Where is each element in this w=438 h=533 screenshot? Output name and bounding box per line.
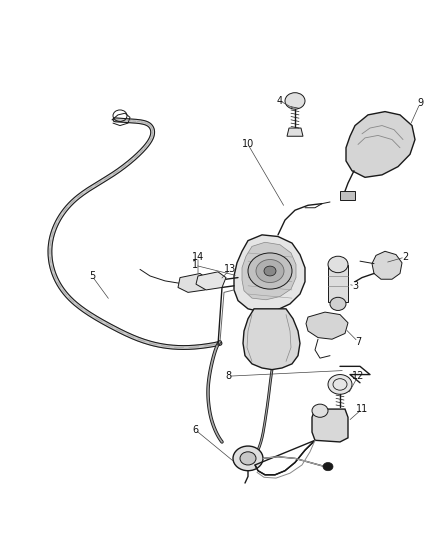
Text: 7: 7: [355, 337, 361, 346]
Polygon shape: [328, 265, 348, 302]
Ellipse shape: [312, 404, 328, 417]
Text: 5: 5: [89, 271, 95, 281]
Text: 11: 11: [356, 404, 368, 414]
Text: 6: 6: [192, 425, 198, 434]
Polygon shape: [242, 243, 296, 300]
Text: 12: 12: [352, 371, 364, 381]
Polygon shape: [372, 251, 402, 279]
Ellipse shape: [248, 253, 292, 289]
Polygon shape: [346, 111, 415, 177]
Text: 8: 8: [225, 371, 231, 381]
Polygon shape: [234, 235, 305, 312]
Ellipse shape: [330, 297, 346, 310]
Text: 1: 1: [192, 260, 198, 270]
Text: 9: 9: [417, 99, 423, 108]
Ellipse shape: [256, 260, 284, 282]
Text: 14: 14: [192, 252, 204, 262]
Polygon shape: [312, 409, 348, 442]
Polygon shape: [178, 273, 208, 293]
Ellipse shape: [328, 256, 348, 273]
Ellipse shape: [264, 266, 276, 276]
Polygon shape: [306, 312, 348, 339]
Polygon shape: [340, 191, 355, 199]
Polygon shape: [287, 128, 303, 136]
Ellipse shape: [328, 375, 352, 394]
Text: 10: 10: [242, 140, 254, 149]
Polygon shape: [196, 272, 226, 290]
Ellipse shape: [240, 452, 256, 465]
Ellipse shape: [323, 463, 333, 471]
Text: 2: 2: [402, 252, 408, 262]
Ellipse shape: [233, 446, 263, 471]
Text: 13: 13: [224, 264, 236, 274]
Text: 3: 3: [352, 281, 358, 291]
Polygon shape: [243, 309, 300, 369]
Ellipse shape: [285, 93, 305, 109]
Text: 4: 4: [277, 96, 283, 106]
